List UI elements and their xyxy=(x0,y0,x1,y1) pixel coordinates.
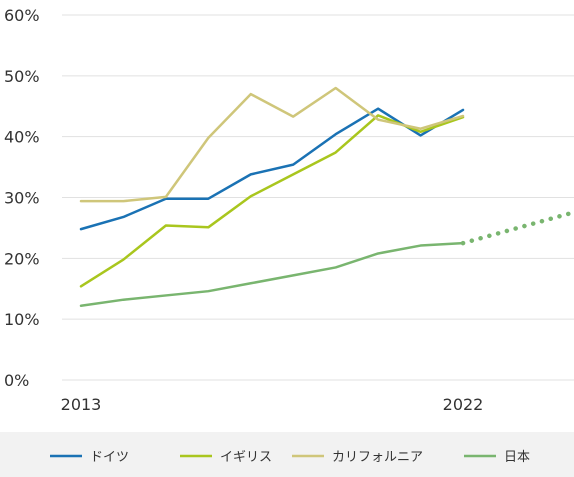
y-tick-label: 30% xyxy=(4,189,40,208)
series-line-3 xyxy=(79,241,465,308)
legend: ドイツ イギリス カリフォルニア 日本 xyxy=(50,450,530,465)
y-tick-label: 20% xyxy=(4,249,40,268)
legend-label-2: カリフォルニア xyxy=(332,450,423,465)
y-tick-label: 60% xyxy=(4,6,40,25)
series-line-2 xyxy=(79,86,465,203)
legend-label-3: 日本 xyxy=(504,450,530,465)
series-lines xyxy=(79,86,574,308)
series-line-0 xyxy=(79,107,465,231)
x-tick-label: 2022 xyxy=(443,395,484,414)
x-tick-label: 2013 xyxy=(61,395,102,414)
x-axis-ticks: 201320222030 xyxy=(61,395,484,414)
target-line-3 xyxy=(460,209,574,246)
legend-label-0: ドイツ xyxy=(90,450,129,465)
y-tick-label: 40% xyxy=(4,128,40,147)
gridlines xyxy=(62,14,574,381)
y-tick-label: 0% xyxy=(4,371,29,390)
y-axis-ticks: 0% 10% 20% 30% 40% 50% 60% xyxy=(4,6,40,390)
y-tick-label: 10% xyxy=(4,310,40,329)
y-tick-label: 50% xyxy=(4,67,40,86)
legend-label-1: イギリス xyxy=(220,450,272,465)
legend-background xyxy=(0,432,574,477)
